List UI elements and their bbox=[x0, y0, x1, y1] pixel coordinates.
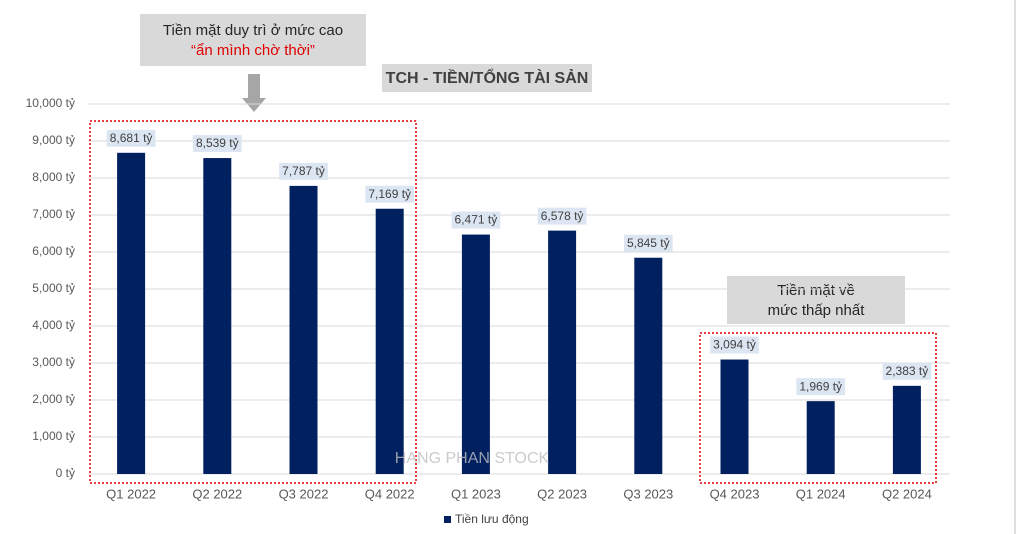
data-label-bg bbox=[796, 378, 846, 396]
plot: 0 tỷ 1,000 tỷ 2,000 tỷ 3,000 tỷ 4,000 tỷ 5,00… bbox=[26, 96, 950, 526]
y-tick-label: 2,000 tỷ bbox=[32, 392, 75, 406]
highlight-box bbox=[699, 332, 937, 484]
data-label: 8,539 tỷ bbox=[196, 136, 239, 150]
data-label: 6,471 tỷ bbox=[455, 213, 498, 227]
x-tick-label: Q4 2022 bbox=[365, 486, 415, 501]
x-tick-label: Q2 2024 bbox=[882, 486, 932, 501]
arrow bbox=[242, 74, 266, 112]
x-tick-label: Q1 2022 bbox=[106, 486, 156, 501]
data-label: 8,681 tỷ bbox=[110, 131, 153, 145]
data-label-bg bbox=[106, 129, 156, 147]
data-label: 1,969 tỷ bbox=[799, 379, 842, 393]
title-box bbox=[382, 64, 592, 92]
x-tick-label: Q2 2023 bbox=[537, 486, 587, 501]
data-label-bg bbox=[537, 207, 587, 225]
data-label: 5,845 tỷ bbox=[627, 236, 670, 250]
watermark: HANG PHAN STOCK bbox=[395, 450, 550, 467]
data-label: 7,787 tỷ bbox=[282, 164, 325, 178]
annotation: Tiền mặt duy trì ở mức cao bbox=[163, 22, 343, 39]
x-tick-label: Q1 2023 bbox=[451, 486, 501, 501]
data-label-bg bbox=[365, 185, 415, 203]
x-tick-label: Q3 2023 bbox=[623, 486, 673, 501]
x-tick-label: Q3 2022 bbox=[279, 486, 329, 501]
annotation-box bbox=[727, 276, 905, 324]
annotation: mức thấp nhất bbox=[768, 302, 866, 319]
data-label-bg bbox=[279, 162, 328, 180]
bar bbox=[203, 158, 232, 474]
y-tick-label: 9,000 tỷ bbox=[32, 133, 75, 147]
y-tick-label: 1,000 tỷ bbox=[32, 429, 75, 443]
y-tick-label: 0 tỷ bbox=[56, 466, 75, 480]
y-tick-label: 6,000 tỷ bbox=[32, 244, 75, 258]
data-label-bg bbox=[451, 211, 501, 229]
y-tick-label: 4,000 tỷ bbox=[32, 318, 75, 332]
data-label: 2,383 tỷ bbox=[886, 364, 929, 378]
data-label-bg bbox=[623, 234, 673, 252]
bar bbox=[375, 208, 404, 474]
data-label: 3,094 tỷ bbox=[713, 338, 756, 352]
data-label-bg bbox=[882, 362, 932, 380]
y-tick-label: 10,000 tỷ bbox=[26, 96, 75, 110]
chart-title: TCH - TIỀN/TỔNG TÀI SẢN bbox=[386, 68, 589, 87]
data-label: 7,169 tỷ bbox=[368, 187, 411, 201]
y-tick-label: 5,000 tỷ bbox=[32, 281, 75, 295]
bar bbox=[548, 230, 577, 474]
x-tick-label: Q4 2023 bbox=[710, 486, 760, 501]
bar bbox=[634, 257, 663, 474]
bar bbox=[892, 385, 921, 474]
bar bbox=[806, 401, 835, 474]
bar bbox=[117, 152, 146, 475]
y-tick-label: 7,000 tỷ bbox=[32, 207, 75, 221]
annotation: “ẩn mình chờ thời” bbox=[191, 42, 315, 59]
bar bbox=[461, 234, 490, 474]
legend-swatch bbox=[444, 516, 451, 523]
data-label: 6,578 tỷ bbox=[541, 209, 584, 223]
data-label-bg bbox=[710, 336, 759, 354]
bar bbox=[720, 359, 749, 474]
x-tick-label: Q2 2022 bbox=[192, 486, 242, 501]
x-tick-label: Q1 2024 bbox=[796, 486, 846, 501]
annotation: Tiền mặt về bbox=[777, 282, 855, 299]
y-tick-label: 3,000 tỷ bbox=[32, 355, 75, 369]
bar bbox=[289, 185, 318, 475]
legend-label: Tiền lưu động bbox=[455, 512, 529, 526]
y-tick-label: 8,000 tỷ bbox=[32, 170, 75, 184]
data-label-bg bbox=[192, 135, 242, 153]
annotation-box bbox=[140, 14, 366, 66]
